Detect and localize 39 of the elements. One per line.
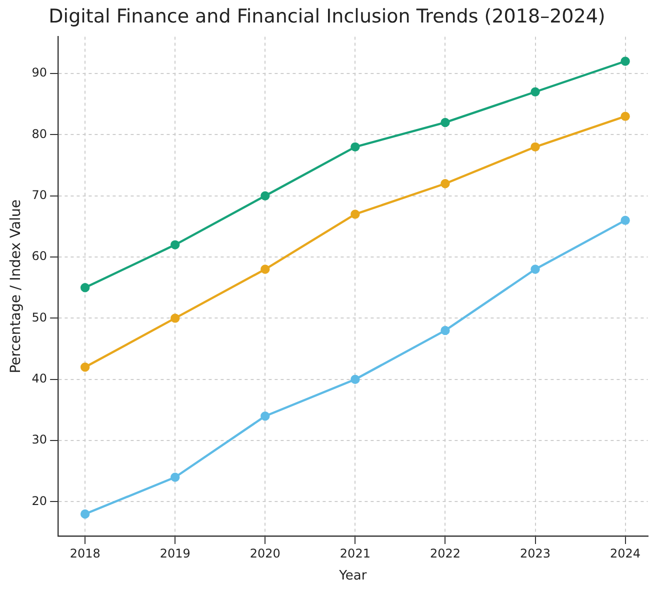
point	[350, 210, 360, 219]
point	[170, 240, 180, 250]
point	[260, 191, 270, 200]
x-tick-label: 2023	[520, 546, 551, 560]
point	[350, 374, 360, 384]
y-tick-label: 20	[32, 494, 48, 508]
point	[530, 87, 540, 96]
point	[80, 283, 90, 292]
y-tick-label: 60	[32, 249, 48, 264]
x-tick-label: 2018	[70, 546, 100, 560]
y-tick-label: 70	[32, 188, 48, 202]
x-tick-label: 2024	[610, 546, 641, 560]
point	[530, 142, 540, 152]
point	[620, 112, 630, 121]
point	[350, 142, 360, 152]
x-tick-label: 2019	[160, 546, 190, 560]
point	[620, 216, 630, 225]
x-tick-label: 2022	[430, 546, 460, 560]
point	[80, 362, 90, 372]
y-tick-label: 80	[32, 126, 48, 141]
y-tick-label: 40	[32, 372, 48, 386]
point	[530, 264, 540, 274]
x-tick-label: 2020	[250, 546, 280, 560]
point	[260, 411, 270, 421]
x-axis-title: Year	[338, 568, 368, 584]
x-tick-label: 2021	[340, 546, 370, 560]
point	[440, 179, 450, 188]
y-tick-label: 90	[32, 66, 48, 80]
point	[170, 314, 180, 323]
point	[80, 509, 90, 519]
point	[440, 118, 450, 128]
point	[260, 264, 270, 274]
point	[170, 472, 180, 482]
y-tick-label: 30	[32, 432, 48, 447]
chart-title: Digital Finance and Financial Inclusion Trends (2018–2024)	[48, 5, 606, 28]
point	[440, 326, 450, 336]
point	[620, 56, 630, 66]
y-tick-label: 50	[32, 310, 48, 324]
y-axis-title: Percentage / Index Value	[8, 199, 24, 374]
